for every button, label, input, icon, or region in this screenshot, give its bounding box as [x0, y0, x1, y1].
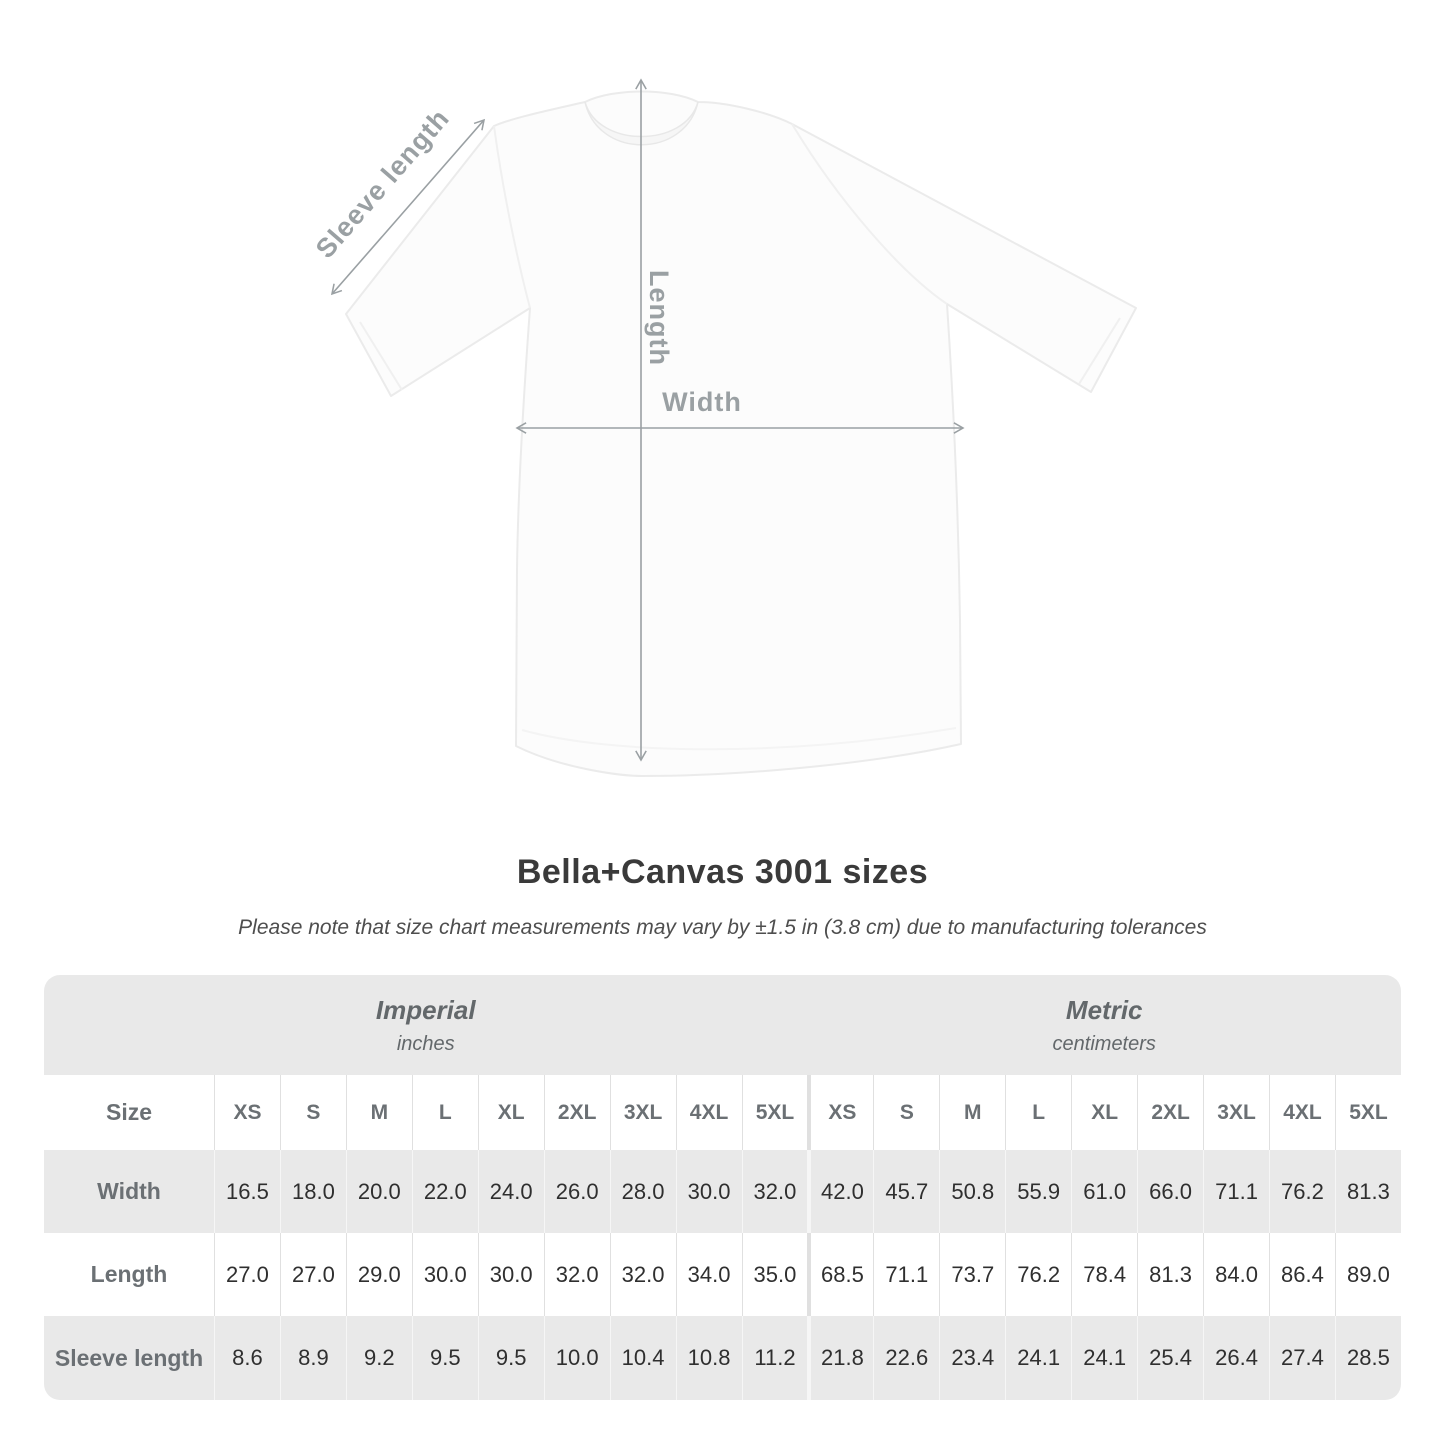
value-cell: 30.0	[411, 1233, 478, 1316]
imperial-group-header: Imperial inches	[44, 975, 808, 1075]
size-header-cell: 2XL	[1137, 1075, 1203, 1150]
value-cell: 11.2	[741, 1316, 808, 1400]
value-cell: 81.3	[1334, 1150, 1401, 1233]
row-label: Width	[44, 1150, 214, 1233]
value-cell: 16.5	[214, 1150, 280, 1233]
value-cell: 42.0	[807, 1150, 874, 1233]
size-header-cell: L	[1005, 1075, 1071, 1150]
size-header-cell: 5XL	[1334, 1075, 1401, 1150]
value-cell: 71.1	[873, 1233, 939, 1316]
size-header-cell: XL	[477, 1075, 544, 1150]
size-header-cell: XL	[1071, 1075, 1137, 1150]
value-cell: 28.0	[609, 1150, 676, 1233]
value-cell: 9.2	[345, 1316, 412, 1400]
metric-group-title: Metric	[1065, 994, 1143, 1025]
row-label: Size	[105, 1099, 153, 1125]
value-cell: 9.5	[411, 1316, 478, 1400]
size-header-cell: S	[873, 1075, 939, 1150]
value-cell: 22.6	[873, 1316, 940, 1400]
value-cell: 22.0	[411, 1150, 478, 1233]
value-cell: 26.0	[543, 1150, 610, 1233]
row-label: Sleeve length	[44, 1316, 214, 1400]
width-row: Width 16.5 18.0 20.0 22.0 24.0 26.0 28.0…	[44, 1150, 1401, 1233]
size-header-cell: 3XL	[609, 1075, 676, 1150]
size-header-cell: 4XL	[1269, 1075, 1335, 1150]
length-row: Length 27.0 27.0 29.0 30.0 30.0 32.0 32.…	[44, 1233, 1401, 1316]
sleeve-length-arrow	[330, 118, 486, 296]
value-cell: 81.3	[1137, 1233, 1203, 1316]
value-cell: 35.0	[741, 1233, 808, 1316]
row-label: Length	[90, 1261, 168, 1287]
value-cell: 78.4	[1071, 1233, 1137, 1316]
value-cell: 86.4	[1269, 1233, 1335, 1316]
tolerance-note: Please note that size chart measurements…	[238, 916, 1207, 939]
value-cell: 27.4	[1269, 1316, 1335, 1400]
value-cell: 30.0	[477, 1233, 544, 1316]
value-cell: 24.1	[1071, 1316, 1138, 1400]
value-cell: 61.0	[1071, 1150, 1138, 1233]
value-cell: 32.0	[543, 1233, 610, 1316]
value-cell: 26.4	[1203, 1316, 1269, 1400]
value-cell: 10.8	[675, 1316, 742, 1400]
value-cell: 89.0	[1334, 1233, 1401, 1316]
value-cell: 18.0	[279, 1150, 346, 1233]
size-header-cell: 5XL	[741, 1075, 808, 1150]
value-cell: 29.0	[345, 1233, 412, 1316]
size-header-cell: 2XL	[543, 1075, 610, 1150]
tshirt-graphic	[345, 90, 1137, 777]
value-cell: 24.1	[1005, 1316, 1072, 1400]
size-header-cell: M	[939, 1075, 1005, 1150]
value-cell: 23.4	[939, 1316, 1006, 1400]
value-cell: 45.7	[873, 1150, 940, 1233]
sleeve-length-row: Sleeve length 8.6 8.9 9.2 9.5 9.5 10.0 1…	[44, 1316, 1401, 1400]
unit-group-header-row: Imperial inches Metric centimeters	[44, 975, 1401, 1075]
value-cell: 27.0	[214, 1233, 280, 1316]
value-cell: 73.7	[939, 1233, 1005, 1316]
value-cell: 8.9	[279, 1316, 346, 1400]
value-cell: 50.8	[939, 1150, 1006, 1233]
size-header-cell: XS	[214, 1075, 280, 1150]
value-cell: 24.0	[477, 1150, 544, 1233]
value-cell: 8.6	[214, 1316, 280, 1400]
value-cell: 10.4	[609, 1316, 676, 1400]
imperial-group-title: Imperial	[375, 994, 476, 1025]
value-cell: 9.5	[477, 1316, 544, 1400]
size-header-row: Size XS S M L XL 2XL 3XL 4XL 5XL XS S M …	[44, 1075, 1401, 1150]
size-header-cell: 4XL	[675, 1075, 742, 1150]
value-cell: 27.0	[279, 1233, 346, 1316]
value-cell: 68.5	[807, 1233, 873, 1316]
value-cell: 55.9	[1005, 1150, 1072, 1233]
tshirt-size-diagram: Length Width Sleeve length	[310, 78, 1137, 777]
size-header-cell: XS	[807, 1075, 873, 1150]
value-cell: 66.0	[1137, 1150, 1204, 1233]
value-cell: 34.0	[675, 1233, 742, 1316]
size-header-cell: 3XL	[1203, 1075, 1269, 1150]
value-cell: 76.2	[1269, 1150, 1335, 1233]
value-cell: 32.0	[609, 1233, 676, 1316]
value-cell: 30.0	[675, 1150, 742, 1233]
width-measure-label: Width	[662, 387, 742, 417]
imperial-group-unit: inches	[396, 1032, 455, 1055]
page-title: Bella+Canvas 3001 sizes	[516, 853, 929, 891]
size-header-cell: M	[345, 1075, 412, 1150]
value-cell: 84.0	[1203, 1233, 1269, 1316]
value-cell: 21.8	[807, 1316, 874, 1400]
value-cell: 28.5	[1334, 1316, 1401, 1400]
size-header-cell: L	[411, 1075, 478, 1150]
value-cell: 25.4	[1137, 1316, 1204, 1400]
size-header-cell: S	[279, 1075, 346, 1150]
value-cell: 32.0	[741, 1150, 808, 1233]
value-cell: 71.1	[1203, 1150, 1269, 1233]
length-measure-label: Length	[644, 270, 674, 366]
value-cell: 10.0	[543, 1316, 610, 1400]
metric-group-header: Metric centimeters	[807, 975, 1401, 1075]
value-cell: 20.0	[345, 1150, 412, 1233]
size-chart-table: Imperial inches Metric centimeters Size …	[44, 975, 1401, 1400]
metric-group-unit: centimeters	[1052, 1032, 1156, 1055]
value-cell: 76.2	[1005, 1233, 1071, 1316]
